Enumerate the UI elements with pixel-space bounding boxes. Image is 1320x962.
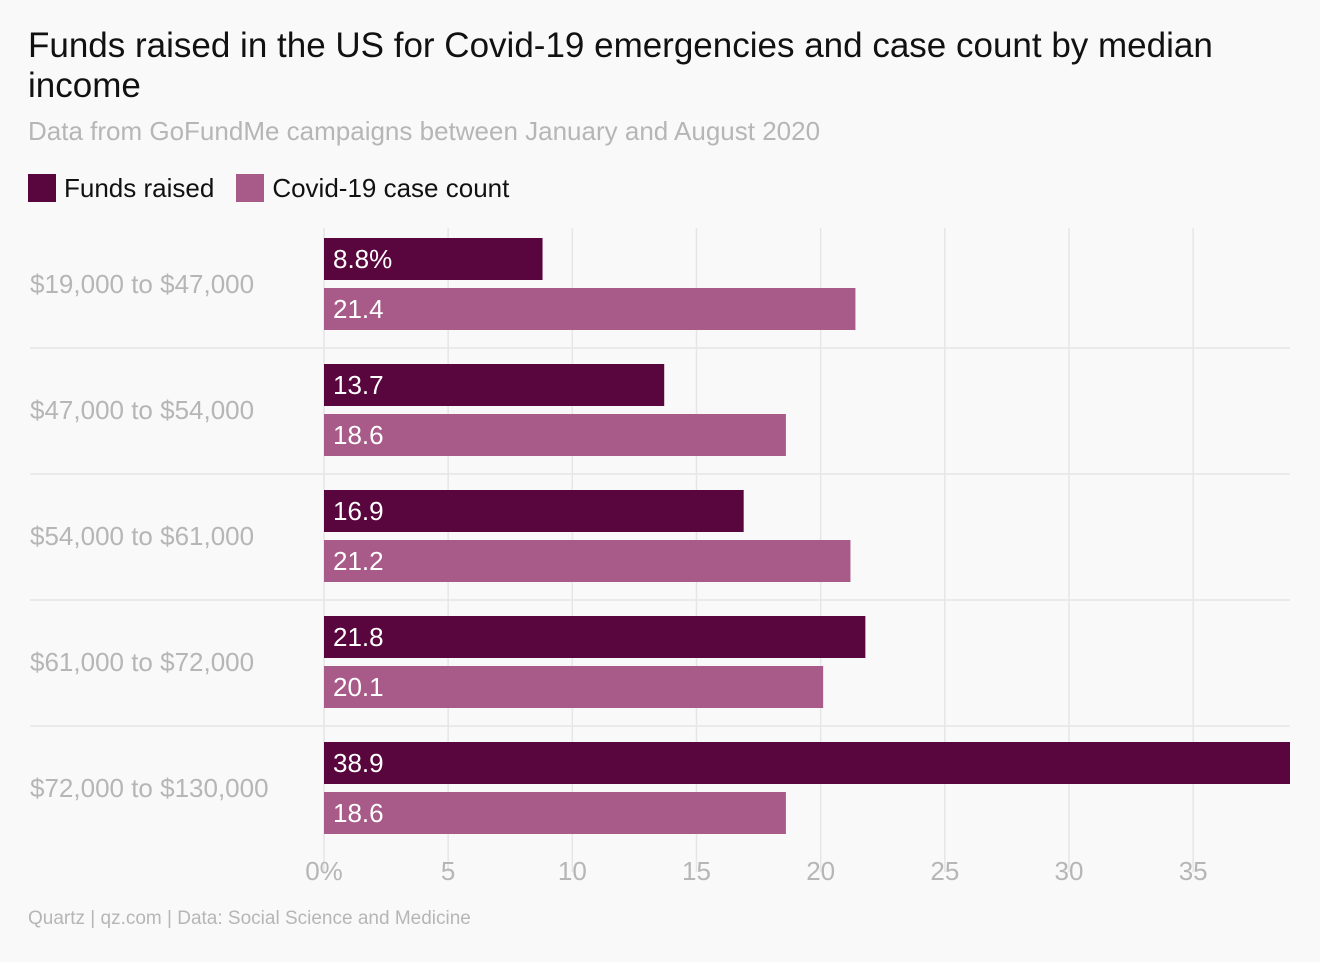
data-label-case-count: 20.1 xyxy=(333,672,384,702)
legend-swatch-funds xyxy=(28,174,56,202)
data-label-funds-raised: 21.8 xyxy=(333,622,384,652)
chart-subtitle: Data from GoFundMe campaigns between Jan… xyxy=(28,116,821,146)
data-label-case-count: 18.6 xyxy=(333,420,384,450)
data-label-funds-raised: 13.7 xyxy=(333,370,384,400)
bar-funds-raised xyxy=(324,490,744,532)
data-label-case-count: 21.2 xyxy=(333,546,384,576)
x-tick-label: 0% xyxy=(305,856,343,886)
category-label: $47,000 to $54,000 xyxy=(30,395,254,425)
category-label: $19,000 to $47,000 xyxy=(30,269,254,299)
bar-case-count xyxy=(324,666,824,708)
legend-item-funds: Funds raised xyxy=(28,173,214,204)
x-tick-label: 25 xyxy=(930,856,959,886)
bar-case-count xyxy=(324,792,786,834)
x-tick-label: 10 xyxy=(558,856,587,886)
data-label-case-count: 18.6 xyxy=(333,798,384,828)
bar-funds-raised xyxy=(324,742,1290,784)
data-label-funds-raised: 16.9 xyxy=(333,496,384,526)
category-label: $72,000 to $130,000 xyxy=(30,773,269,803)
bar-case-count xyxy=(324,540,851,582)
data-label-funds-raised: 38.9 xyxy=(333,748,384,778)
category-label: $61,000 to $72,000 xyxy=(30,647,254,677)
chart-title: Funds raised in the US for Covid-19 emer… xyxy=(28,26,1213,105)
legend-label-cases: Covid-19 case count xyxy=(272,172,510,203)
category-label: $54,000 to $61,000 xyxy=(30,521,254,551)
bar-funds-raised xyxy=(324,616,866,658)
bar-funds-raised xyxy=(324,364,665,406)
legend-item-cases: Covid-19 case count xyxy=(236,173,509,204)
legend: Funds raised Covid-19 case count xyxy=(28,171,531,205)
bar-case-count xyxy=(324,288,856,330)
x-tick-label: 15 xyxy=(682,856,711,886)
data-label-case-count: 21.4 xyxy=(333,294,384,324)
x-tick-label: 35 xyxy=(1179,856,1208,886)
x-tick-label: 20 xyxy=(806,856,835,886)
bar-case-count xyxy=(324,414,786,456)
legend-label-funds: Funds raised xyxy=(64,172,215,203)
legend-swatch-cases xyxy=(236,174,265,202)
source-footer: Quartz | qz.com | Data: Social Science a… xyxy=(28,908,471,929)
x-tick-label: 5 xyxy=(441,856,455,886)
data-label-funds-raised: 8.8% xyxy=(333,244,392,274)
x-tick-label: 30 xyxy=(1055,856,1084,886)
bar-funds-raised xyxy=(324,238,543,280)
